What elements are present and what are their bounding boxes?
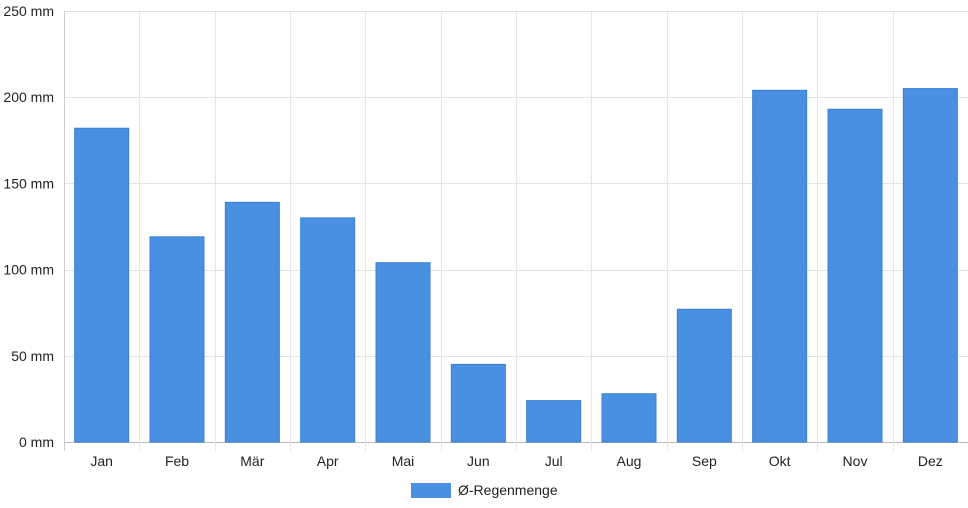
legend-swatch[interactable]	[411, 483, 451, 498]
x-tick-label: Sep	[692, 453, 717, 469]
bar-dez[interactable]	[902, 88, 958, 443]
x-tick-label: Mär	[240, 453, 264, 469]
bar-aug[interactable]	[601, 393, 657, 443]
label-layer: 0 mm 50 mm 100 mm 150 mm 200 mm 250 mm Jan Feb M…	[3, 3, 942, 469]
x-tick-label: Nov	[843, 453, 868, 469]
x-tick-label: Dez	[918, 453, 943, 469]
y-tick-label: 200 mm	[3, 89, 54, 105]
legend-label[interactable]: Ø-Regenmenge	[458, 482, 558, 498]
x-tick-label: Feb	[165, 453, 189, 469]
x-tick-label: Aug	[617, 453, 642, 469]
bar-apr[interactable]	[300, 217, 356, 443]
y-tick-label: 0 mm	[19, 434, 54, 450]
y-tick-label: 50 mm	[11, 348, 54, 364]
bar-jul[interactable]	[526, 400, 582, 443]
y-tick-label: 250 mm	[3, 3, 54, 19]
grid-layer	[64, 11, 968, 451]
bar-okt[interactable]	[752, 89, 808, 443]
bar-jan[interactable]	[74, 127, 130, 443]
x-tick-label: Mai	[392, 453, 415, 469]
bar-nov[interactable]	[827, 108, 883, 443]
y-tick-label: 150 mm	[3, 175, 54, 191]
y-tick-label: 100 mm	[3, 262, 54, 278]
bar-mai[interactable]	[375, 262, 431, 443]
bar-feb[interactable]	[149, 236, 205, 443]
bar-jun[interactable]	[450, 363, 506, 443]
x-tick-label: Apr	[317, 453, 339, 469]
x-tick-label: Jan	[90, 453, 113, 469]
bar-sep[interactable]	[676, 308, 732, 443]
bar-layer	[74, 88, 958, 443]
legend[interactable]: Ø-Regenmenge	[411, 482, 558, 498]
x-tick-label: Jun	[467, 453, 490, 469]
x-tick-label: Okt	[769, 453, 791, 469]
x-tick-label: Jul	[545, 453, 563, 469]
bar-mär[interactable]	[224, 201, 280, 443]
